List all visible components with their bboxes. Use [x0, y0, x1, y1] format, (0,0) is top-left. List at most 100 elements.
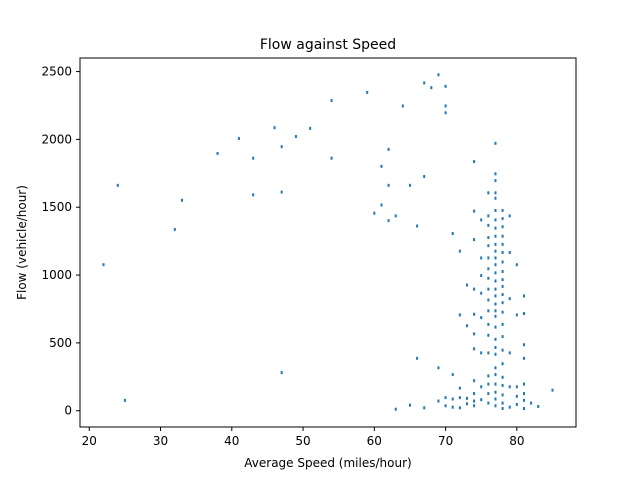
scatter-point	[480, 398, 483, 402]
scatter-point	[487, 401, 490, 405]
scatter-point	[444, 104, 447, 108]
scatter-point	[444, 111, 447, 115]
scatter-point	[537, 404, 540, 408]
scatter-point	[416, 224, 419, 228]
scatter-point	[494, 397, 497, 401]
plot-frame	[79, 57, 577, 428]
scatter-point	[458, 406, 461, 410]
scatter-point	[480, 351, 483, 355]
scatter-point	[501, 348, 504, 352]
scatter-point	[487, 309, 490, 313]
scatter-point	[522, 312, 525, 316]
chart-title: Flow against Speed	[260, 37, 396, 53]
scatter-point	[501, 251, 504, 254]
scatter-point	[494, 191, 497, 195]
scatter-point	[508, 351, 511, 355]
scatter-point	[494, 302, 497, 306]
scatter-point	[473, 238, 476, 242]
scatter-point	[273, 126, 276, 130]
y-axis-label: Flow (vehicle/hour)	[15, 185, 29, 300]
scatter-point	[102, 263, 105, 267]
scatter-point	[458, 249, 461, 253]
scatter-point	[530, 401, 533, 405]
x-tick-label: 70	[438, 434, 453, 448]
y-tick-label: 0	[64, 404, 72, 418]
y-tick-label: 2500	[41, 65, 72, 79]
scatter-point	[437, 73, 440, 77]
scatter-point	[216, 151, 219, 155]
scatter-point	[494, 279, 497, 283]
scatter-point	[494, 314, 497, 318]
scatter-point	[501, 362, 504, 366]
scatter-point	[451, 405, 454, 409]
scatter-point	[430, 86, 433, 90]
scatter-point	[494, 179, 497, 183]
scatter-point	[515, 402, 518, 406]
scatter-point	[116, 183, 119, 187]
scatter-point	[401, 104, 404, 108]
scatter-point	[437, 399, 440, 403]
scatter-point	[473, 332, 476, 336]
scatter-point	[508, 251, 511, 254]
scatter-point	[380, 203, 383, 207]
scatter-point	[444, 404, 447, 408]
scatter-point	[522, 382, 525, 386]
scatter-point	[423, 175, 426, 179]
scatter-point	[501, 383, 504, 387]
scatter-point	[487, 333, 490, 337]
scatter-point	[522, 407, 525, 411]
scatter-point	[180, 198, 183, 202]
scatter-point	[473, 347, 476, 351]
scatter-point	[487, 382, 490, 386]
scatter-point	[465, 402, 468, 406]
scatter-point	[480, 291, 483, 295]
scatter-point	[487, 392, 490, 396]
scatter-point	[480, 256, 483, 260]
scatter-point	[451, 232, 454, 235]
scatter-point	[494, 382, 497, 386]
scatter-point	[494, 242, 497, 246]
scatter-point	[465, 396, 468, 400]
scatter-point	[508, 214, 511, 218]
scatter-point	[494, 263, 497, 267]
y-tick-label: 2000	[41, 132, 72, 146]
x-tick-label: 80	[509, 434, 524, 448]
scatter-point	[494, 345, 497, 349]
x-axis-label: Average Speed (miles/hour)	[244, 456, 411, 470]
y-tick-label: 1500	[41, 200, 72, 214]
scatter-point	[522, 294, 525, 298]
y-tick-label: 500	[49, 336, 72, 350]
scatter-point	[487, 276, 490, 280]
scatter-point	[501, 284, 504, 288]
scatter-point	[487, 236, 490, 240]
scatter-point	[494, 208, 497, 212]
scatter-point	[494, 271, 497, 275]
scatter-point	[437, 366, 440, 370]
scatter-point	[522, 398, 525, 402]
scatter-point	[501, 269, 504, 273]
scatter-point	[408, 183, 411, 187]
scatter-point	[408, 403, 411, 407]
scatter-point	[330, 99, 333, 103]
scatter-point	[501, 393, 504, 397]
scatter-point	[387, 147, 390, 151]
scatter-point	[394, 407, 397, 411]
scatter-point	[515, 385, 518, 389]
scatter-point	[501, 407, 504, 411]
scatter-point	[480, 218, 483, 222]
y-tick-label: 1000	[41, 268, 72, 282]
scatter-point	[494, 325, 497, 329]
scatter-point	[522, 356, 525, 360]
scatter-point	[494, 141, 497, 145]
scatter-point	[294, 135, 297, 139]
scatter-point	[416, 356, 419, 360]
scatter-point	[473, 404, 476, 408]
scatter-point	[508, 385, 511, 389]
scatter-point	[487, 214, 490, 218]
scatter-point	[501, 401, 504, 405]
scatter-point	[494, 287, 497, 291]
scatter-point	[494, 309, 497, 313]
scatter-point	[473, 312, 476, 316]
scatter-point	[508, 405, 511, 409]
